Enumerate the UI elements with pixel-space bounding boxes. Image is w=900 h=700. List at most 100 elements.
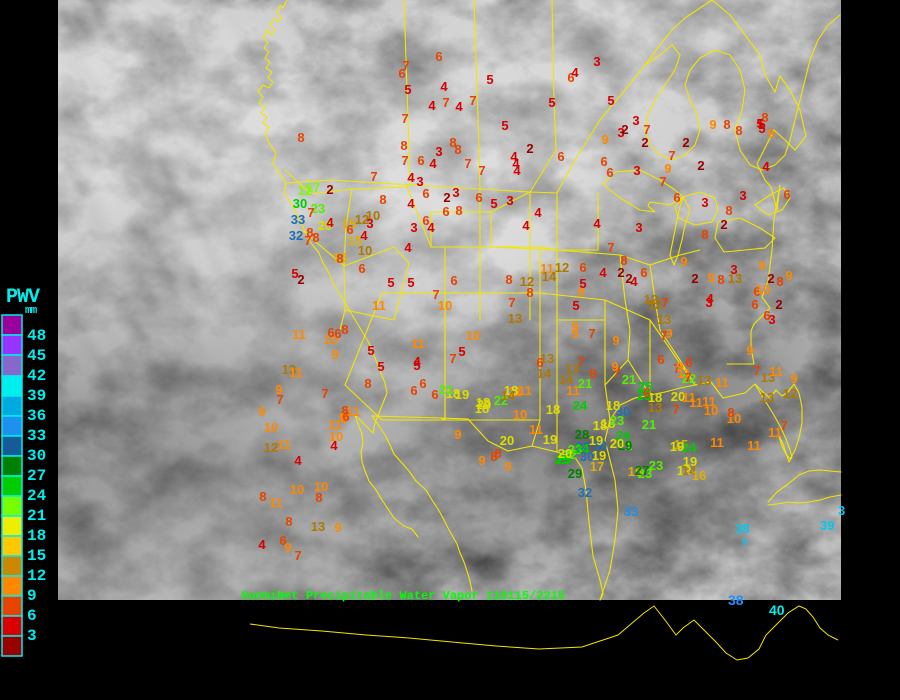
- svg-text:24: 24: [573, 398, 588, 413]
- svg-text:13: 13: [657, 312, 671, 327]
- svg-text:18: 18: [606, 398, 620, 413]
- svg-text:40: 40: [769, 602, 785, 618]
- svg-text:8: 8: [455, 203, 462, 218]
- svg-text:9: 9: [571, 326, 578, 341]
- svg-text:19: 19: [455, 387, 469, 402]
- svg-text:8: 8: [285, 514, 292, 529]
- svg-text:5: 5: [377, 359, 384, 374]
- svg-text:3: 3: [632, 113, 639, 128]
- svg-text:33: 33: [291, 212, 305, 227]
- svg-text:3: 3: [701, 195, 708, 210]
- svg-text:6: 6: [358, 261, 365, 276]
- svg-text:9: 9: [790, 371, 797, 386]
- svg-text:10: 10: [513, 407, 527, 422]
- svg-text:9: 9: [478, 453, 485, 468]
- svg-text:9: 9: [680, 254, 687, 269]
- svg-text:12: 12: [648, 297, 662, 312]
- svg-text:5: 5: [579, 276, 586, 291]
- svg-text:3: 3: [635, 220, 642, 235]
- svg-text:2: 2: [697, 158, 704, 173]
- svg-text:6: 6: [450, 273, 457, 288]
- svg-text:6: 6: [763, 308, 770, 323]
- svg-text:2: 2: [617, 265, 624, 280]
- svg-text:11: 11: [269, 495, 283, 510]
- svg-text:19: 19: [589, 433, 603, 448]
- svg-text:7: 7: [659, 174, 666, 189]
- svg-text:12: 12: [555, 260, 569, 275]
- svg-text:7: 7: [607, 240, 614, 255]
- svg-text:9: 9: [785, 268, 792, 283]
- svg-text:2: 2: [526, 141, 533, 156]
- svg-text:11: 11: [710, 435, 724, 450]
- svg-text:6: 6: [431, 387, 438, 402]
- svg-text:3: 3: [452, 185, 459, 200]
- svg-text:29: 29: [568, 466, 582, 481]
- svg-text:4: 4: [258, 537, 266, 552]
- svg-text:38: 38: [735, 521, 749, 536]
- svg-text:7: 7: [577, 354, 584, 369]
- svg-text:5: 5: [387, 275, 394, 290]
- svg-text:16: 16: [692, 468, 706, 483]
- svg-text:5: 5: [367, 343, 374, 358]
- svg-text:4: 4: [330, 438, 338, 453]
- svg-text:8: 8: [341, 322, 348, 337]
- svg-text:3: 3: [506, 193, 513, 208]
- svg-text:9: 9: [746, 343, 753, 358]
- svg-text:8: 8: [336, 251, 343, 266]
- svg-text:9: 9: [27, 587, 37, 605]
- svg-text:6: 6: [410, 383, 417, 398]
- svg-text:2: 2: [443, 190, 450, 205]
- svg-text:42: 42: [27, 367, 46, 385]
- svg-text:20: 20: [558, 446, 572, 461]
- svg-text:14: 14: [542, 269, 557, 284]
- svg-text:14: 14: [559, 372, 574, 387]
- svg-text:9: 9: [758, 258, 765, 273]
- svg-text:7: 7: [478, 163, 485, 178]
- svg-text:19: 19: [670, 439, 684, 454]
- svg-text:2: 2: [297, 272, 304, 287]
- svg-text:8: 8: [723, 117, 730, 132]
- svg-text:6: 6: [783, 187, 790, 202]
- svg-text:21: 21: [27, 507, 46, 525]
- svg-text:20: 20: [610, 436, 624, 451]
- svg-text:38: 38: [728, 592, 744, 608]
- svg-text:9: 9: [676, 359, 683, 374]
- svg-text:7: 7: [672, 402, 679, 417]
- svg-text:5: 5: [490, 196, 497, 211]
- svg-text:48: 48: [27, 327, 46, 345]
- svg-text:4: 4: [455, 99, 463, 114]
- svg-text:4: 4: [706, 291, 714, 306]
- svg-text:9: 9: [334, 520, 341, 535]
- svg-text:13: 13: [311, 519, 325, 534]
- svg-text:3: 3: [739, 188, 746, 203]
- svg-text:6: 6: [557, 149, 564, 164]
- svg-text:9: 9: [709, 117, 716, 132]
- svg-text:11: 11: [529, 422, 543, 437]
- svg-text:6: 6: [579, 260, 586, 275]
- svg-text:5: 5: [607, 93, 614, 108]
- svg-text:9: 9: [284, 540, 291, 555]
- svg-text:32: 32: [578, 485, 592, 500]
- svg-text:mm: mm: [25, 305, 38, 317]
- svg-text:6: 6: [435, 49, 442, 64]
- svg-text:8: 8: [490, 449, 497, 464]
- svg-text:9: 9: [742, 537, 747, 547]
- svg-text:12: 12: [783, 386, 797, 401]
- svg-text:9: 9: [504, 459, 511, 474]
- svg-text:3: 3: [633, 163, 640, 178]
- svg-text:13: 13: [760, 390, 774, 405]
- svg-text:11: 11: [328, 417, 342, 432]
- svg-text:18: 18: [546, 402, 560, 417]
- svg-text:4: 4: [571, 65, 579, 80]
- svg-text:3: 3: [410, 220, 417, 235]
- svg-text:6: 6: [536, 355, 543, 370]
- svg-text:6: 6: [640, 265, 647, 280]
- svg-text:8: 8: [701, 227, 708, 242]
- svg-text:7: 7: [661, 295, 668, 310]
- svg-text:4: 4: [534, 205, 542, 220]
- svg-text:11: 11: [689, 395, 703, 410]
- svg-text:7: 7: [753, 363, 760, 378]
- svg-text:7: 7: [780, 418, 787, 433]
- svg-text:6: 6: [643, 385, 650, 400]
- svg-text:7: 7: [307, 205, 314, 220]
